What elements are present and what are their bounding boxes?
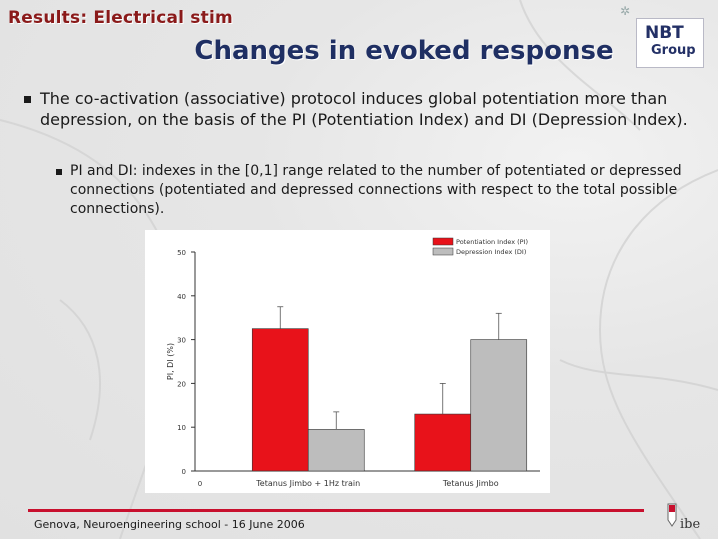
bar-di	[470, 339, 528, 472]
y-tick-label: 50	[177, 249, 186, 257]
bar-di	[307, 429, 365, 472]
y-tick-label: 20	[177, 380, 186, 388]
legend-label: Potentiation Index (PI)	[456, 238, 528, 246]
section-title: Results: Electrical stim	[8, 8, 233, 28]
y-tick-label: 40	[177, 293, 186, 301]
chart-legend: Potentiation Index (PI) Depression Index …	[432, 237, 528, 256]
nbt-group-logo: NBT Group	[636, 18, 704, 68]
footer-text: Genova, Neuroengineering school - 16 Jun…	[34, 518, 305, 531]
slide-title: Changes in evoked response	[194, 36, 614, 66]
ibe-logo-icon: ibe	[667, 503, 700, 532]
bar-chart-panel: 0 10 20 30 40 50 0 PI, DI (%) Tetanus Jimbo + 1…	[145, 230, 550, 493]
bar-pi	[414, 413, 472, 472]
legend-label: Depression Index (DI)	[456, 248, 526, 256]
logo-text-group: Group	[651, 43, 696, 58]
logo-text-nbt: NBT	[645, 23, 684, 43]
bullet-square-icon	[24, 96, 31, 103]
bar-pi	[251, 328, 309, 472]
x-origin-label: 0	[198, 480, 202, 488]
legend-swatch	[432, 247, 454, 256]
main-bullet-text: The co-activation (associative) protocol…	[40, 89, 688, 129]
x-tick-label: Tetanus Jimbo	[442, 479, 499, 488]
y-tick-label: 0	[182, 468, 186, 476]
x-tick-label: Tetanus Jimbo + 1Hz train	[255, 479, 360, 488]
y-tick-label: 30	[177, 337, 186, 345]
footer-logo-text: ibe	[680, 517, 700, 532]
y-axis-label: PI, DI (%)	[166, 343, 175, 380]
logo-decoration-icon: ✲	[620, 4, 631, 18]
bar-chart: 0 10 20 30 40 50 0 PI, DI (%) Tetanus Jimbo + 1…	[166, 237, 540, 488]
sub-bullet-text: PI and DI: indexes in the [0,1] range re…	[70, 163, 682, 217]
chart-bars: Tetanus Jimbo + 1Hz train Tetanus Jimbo	[251, 306, 528, 488]
legend-swatch	[432, 237, 454, 246]
y-tick-label: 10	[177, 424, 186, 432]
footer-divider	[28, 509, 644, 512]
bullet-square-icon	[56, 169, 62, 175]
